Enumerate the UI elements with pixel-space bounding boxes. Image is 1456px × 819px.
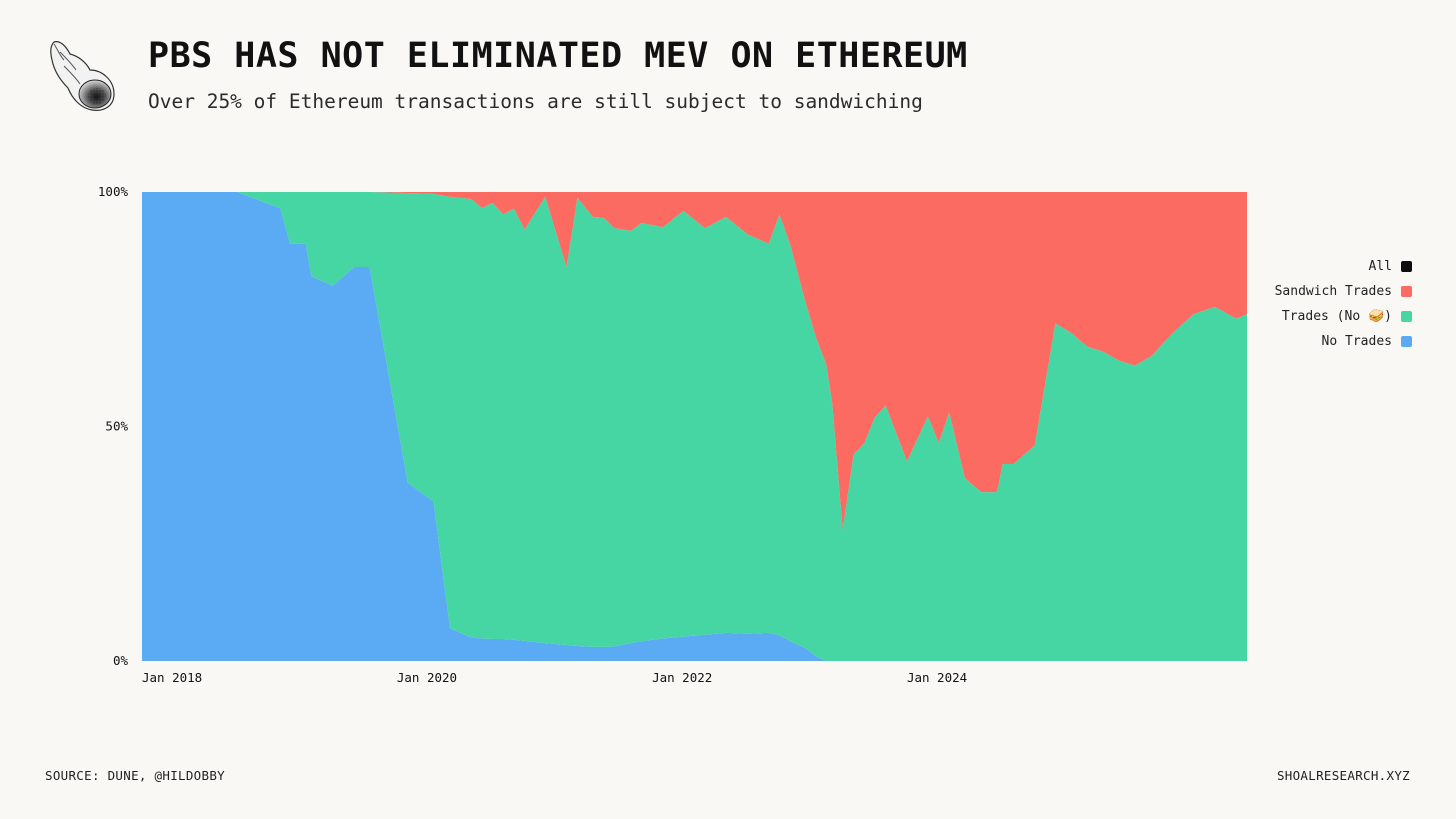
legend-item-sandwich-trades[interactable]: Sandwich Trades xyxy=(1275,279,1412,304)
legend-swatch xyxy=(1401,336,1412,347)
legend-label: All xyxy=(1368,259,1392,274)
page-title: PBS HAS NOT ELIMINATED MEV ON ETHEREUM xyxy=(148,36,968,76)
area-trades-no xyxy=(142,192,1247,661)
area-sandwich-trades xyxy=(142,192,1247,530)
legend-swatch xyxy=(1401,261,1412,272)
legend-label: Trades (No 🥪) xyxy=(1281,309,1392,324)
x-tick-label: Jan 2020 xyxy=(397,670,457,685)
source-credit: SOURCE: DUNE, @HILDOBBY xyxy=(45,768,225,783)
y-tick-label: 50% xyxy=(105,419,128,434)
area-no-trades xyxy=(142,192,1247,661)
legend-item-trades-no-sandwich[interactable]: Trades (No 🥪) xyxy=(1275,304,1412,329)
legend-item-all[interactable]: All xyxy=(1275,254,1412,279)
page-subtitle: Over 25% of Ethereum transactions are st… xyxy=(148,90,923,113)
x-axis: Jan 2018 Jan 2020 Jan 2022 Jan 2024 xyxy=(142,670,967,685)
legend-swatch xyxy=(1401,286,1412,297)
chart-areas xyxy=(142,192,1247,661)
chart-legend: All Sandwich Trades Trades (No 🥪) No Tra… xyxy=(1275,254,1412,354)
x-tick-label: Jan 2022 xyxy=(652,670,712,685)
legend-item-no-trades[interactable]: No Trades xyxy=(1275,329,1412,354)
y-axis: 0% 50% 100% xyxy=(98,184,129,668)
y-tick-label: 100% xyxy=(98,184,129,199)
x-tick-label: Jan 2018 xyxy=(142,670,202,685)
seashell-icon xyxy=(50,41,115,111)
y-tick-label: 0% xyxy=(113,653,129,668)
legend-label: Sandwich Trades xyxy=(1274,284,1392,299)
legend-label: No Trades xyxy=(1321,334,1392,349)
site-url: SHOALRESEARCH.XYZ xyxy=(1276,768,1410,783)
legend-swatch xyxy=(1401,311,1412,322)
x-tick-label: Jan 2024 xyxy=(907,670,967,685)
